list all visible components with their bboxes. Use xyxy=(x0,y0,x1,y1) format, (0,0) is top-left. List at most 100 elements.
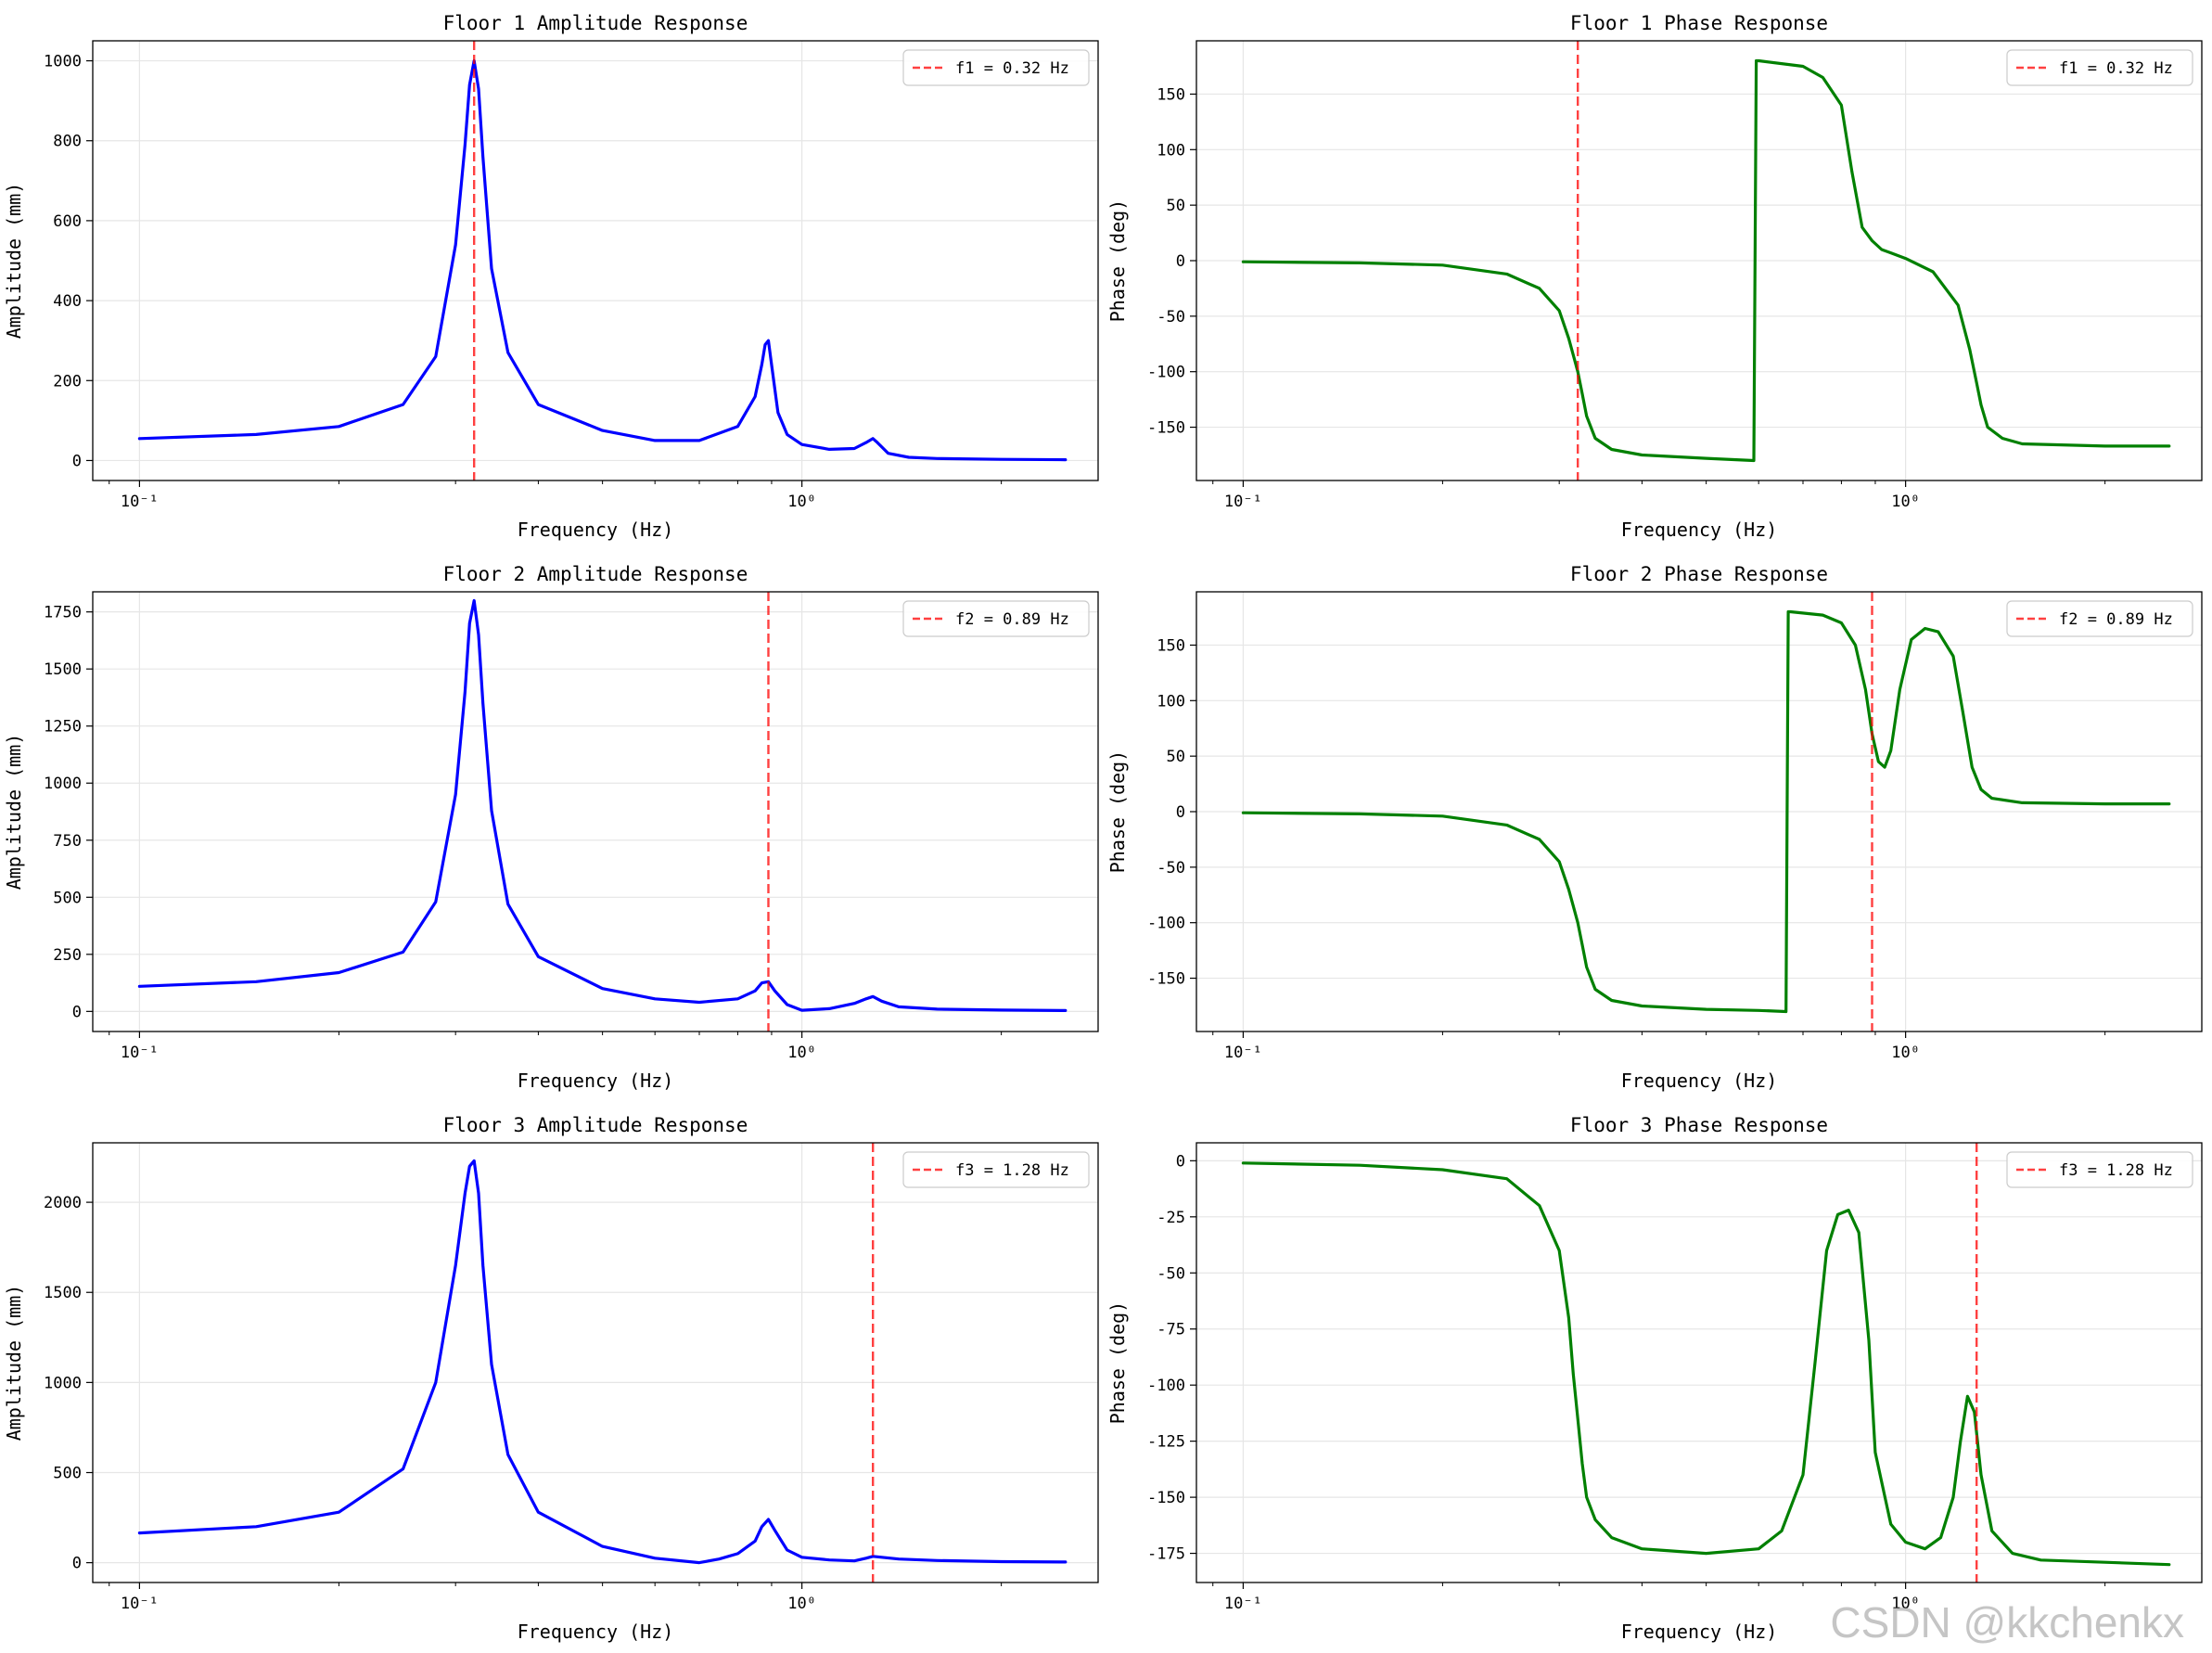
y-tick-label: 250 xyxy=(53,946,82,965)
y-tick-label: -50 xyxy=(1157,859,1185,878)
y-tick-label: 500 xyxy=(53,1465,82,1483)
y-tick-label: -175 xyxy=(1147,1545,1185,1564)
x-tick-label: 10⁻¹ xyxy=(1224,1595,1262,1613)
axes-frame xyxy=(92,1142,1099,1583)
legend-label: f2 = 0.89 Hz xyxy=(2059,610,2173,629)
x-axis-label: Frequency (Hz) xyxy=(518,1070,674,1092)
chart-amp2: 10⁻¹ 10⁰ 0 250 500 750 1000 1250 1500 1750 Floor 2… xyxy=(3,563,1099,1092)
y-tick-label: 1000 xyxy=(44,775,82,793)
y-tick-label: 0 xyxy=(72,1003,82,1021)
x-tick-label: 10⁰ xyxy=(787,1595,816,1613)
x-tick-label: 10⁻¹ xyxy=(1224,493,1262,511)
y-tick-label: 1750 xyxy=(44,604,82,622)
y-tick-label: 50 xyxy=(1167,748,1185,766)
y-tick-label: 50 xyxy=(1167,197,1185,215)
series-line-amplitude xyxy=(137,598,1068,1013)
y-tick-label: 600 xyxy=(53,212,82,231)
x-axis-label: Frequency (Hz) xyxy=(1621,519,1778,541)
x-tick-label: 10⁻¹ xyxy=(121,493,159,511)
x-axis-label: Frequency (Hz) xyxy=(518,519,674,541)
y-tick-label: 1250 xyxy=(44,718,82,737)
y-axis-label: Amplitude (mm) xyxy=(3,183,25,340)
x-tick-label: 10⁻¹ xyxy=(121,1595,159,1613)
y-tick-label: 150 xyxy=(1157,85,1185,104)
y-axis-label: Phase (deg) xyxy=(1106,1301,1129,1424)
legend: f3 = 1.28 Hz xyxy=(2006,1151,2193,1188)
legend-label: f1 = 0.32 Hz xyxy=(2059,59,2173,78)
x-tick-label: 10⁰ xyxy=(1891,1044,1920,1062)
y-tick-label: 100 xyxy=(1157,692,1185,711)
y-tick-label: -25 xyxy=(1157,1209,1185,1227)
y-tick-label: -150 xyxy=(1147,1489,1185,1507)
watermark: CSDN @kkchenkx xyxy=(1830,1598,2184,1647)
x-tick-label: 10⁰ xyxy=(1891,493,1920,511)
legend-label: f1 = 0.32 Hz xyxy=(955,59,1069,78)
x-tick-label: 10⁻¹ xyxy=(1224,1044,1262,1062)
chart-title: Floor 3 Amplitude Response xyxy=(443,1114,748,1136)
y-tick-label: 2000 xyxy=(44,1194,82,1212)
y-tick-label: -50 xyxy=(1157,308,1185,327)
y-tick-label: -50 xyxy=(1157,1264,1185,1283)
y-tick-label: 0 xyxy=(1176,1152,1185,1171)
legend-label: f2 = 0.89 Hz xyxy=(955,610,1069,629)
y-axis-label: Amplitude (mm) xyxy=(3,734,25,891)
y-tick-label: 150 xyxy=(1157,636,1185,655)
chart-phase1: 10⁻¹ 10⁰ -150 -100 -50 0 50 100 150 Floor 1 Phase… xyxy=(1106,12,2203,541)
legend-box xyxy=(2006,600,2193,637)
y-tick-label: -100 xyxy=(1147,915,1185,933)
legend: f2 = 0.89 Hz xyxy=(902,600,1090,637)
chart-amp1: 10⁻¹ 10⁰ 0 200 400 600 800 1000 Floor 1 Amplitud… xyxy=(3,12,1099,541)
y-tick-label: -150 xyxy=(1147,970,1185,989)
y-tick-label: 1000 xyxy=(44,1374,82,1392)
y-axis-label: Phase (deg) xyxy=(1106,199,1129,322)
chart-phase2: 10⁻¹ 10⁰ -150 -100 -50 0 50 100 150 Floor 2 Phase… xyxy=(1106,563,2203,1092)
chart-title: Floor 1 Phase Response xyxy=(1570,12,1828,34)
x-tick-label: 10⁰ xyxy=(787,1044,816,1062)
chart-title: Floor 2 Amplitude Response xyxy=(443,563,748,585)
y-axis-label: Phase (deg) xyxy=(1106,750,1129,873)
axes-frame xyxy=(92,40,1099,481)
y-tick-label: 1500 xyxy=(44,660,82,679)
chart-amp3: 10⁻¹ 10⁰ 0 500 1000 1500 2000 Floor 3 Amplitude… xyxy=(3,1114,1099,1643)
series-line-amplitude xyxy=(137,58,1068,462)
y-tick-label: 0 xyxy=(1176,803,1185,822)
chart-phase3: 10⁻¹ 10⁰ -175 -150 -125 -100 -75 -50 -25 0 Floor 3… xyxy=(1106,1114,2203,1643)
x-axis-label: Frequency (Hz) xyxy=(1621,1070,1778,1092)
y-tick-label: 500 xyxy=(53,889,82,907)
x-tick-label: 10⁰ xyxy=(1891,1595,1920,1613)
chart-title: Floor 1 Amplitude Response xyxy=(443,12,748,34)
y-tick-label: -125 xyxy=(1147,1433,1185,1452)
x-axis-label: Frequency (Hz) xyxy=(1621,1621,1778,1643)
chart-title: Floor 3 Phase Response xyxy=(1570,1114,1828,1136)
legend-box xyxy=(902,49,1090,86)
y-tick-label: 0 xyxy=(72,452,82,470)
x-tick-label: 10⁻¹ xyxy=(121,1044,159,1062)
axes-frame xyxy=(92,591,1099,1032)
x-tick-label: 10⁰ xyxy=(787,493,816,511)
y-tick-label: 750 xyxy=(53,832,82,851)
chart-title: Floor 2 Phase Response xyxy=(1570,563,1828,585)
series-line-phase xyxy=(1241,609,2171,1014)
legend-box xyxy=(2006,49,2193,86)
legend: f1 = 0.32 Hz xyxy=(2006,49,2193,86)
legend-label: f3 = 1.28 Hz xyxy=(2059,1161,2173,1180)
y-axis-label: Amplitude (mm) xyxy=(3,1285,25,1442)
y-tick-label: -100 xyxy=(1147,364,1185,382)
axes-frame xyxy=(1196,1142,2203,1583)
y-tick-label: 0 xyxy=(72,1555,82,1573)
legend-label: f3 = 1.28 Hz xyxy=(955,1161,1069,1180)
legend-box xyxy=(902,600,1090,637)
y-tick-label: 400 xyxy=(53,292,82,311)
y-tick-label: 1000 xyxy=(44,53,82,71)
y-tick-label: -75 xyxy=(1157,1321,1185,1339)
x-axis-label: Frequency (Hz) xyxy=(518,1621,674,1643)
series-line-phase xyxy=(1241,1161,2171,1567)
legend: f3 = 1.28 Hz xyxy=(902,1151,1090,1188)
y-tick-label: 200 xyxy=(53,372,82,391)
y-tick-label: 800 xyxy=(53,133,82,151)
legend: f2 = 0.89 Hz xyxy=(2006,600,2193,637)
y-tick-label: 0 xyxy=(1176,252,1185,271)
series-line-phase xyxy=(1241,58,2171,463)
y-tick-label: 1500 xyxy=(44,1284,82,1302)
